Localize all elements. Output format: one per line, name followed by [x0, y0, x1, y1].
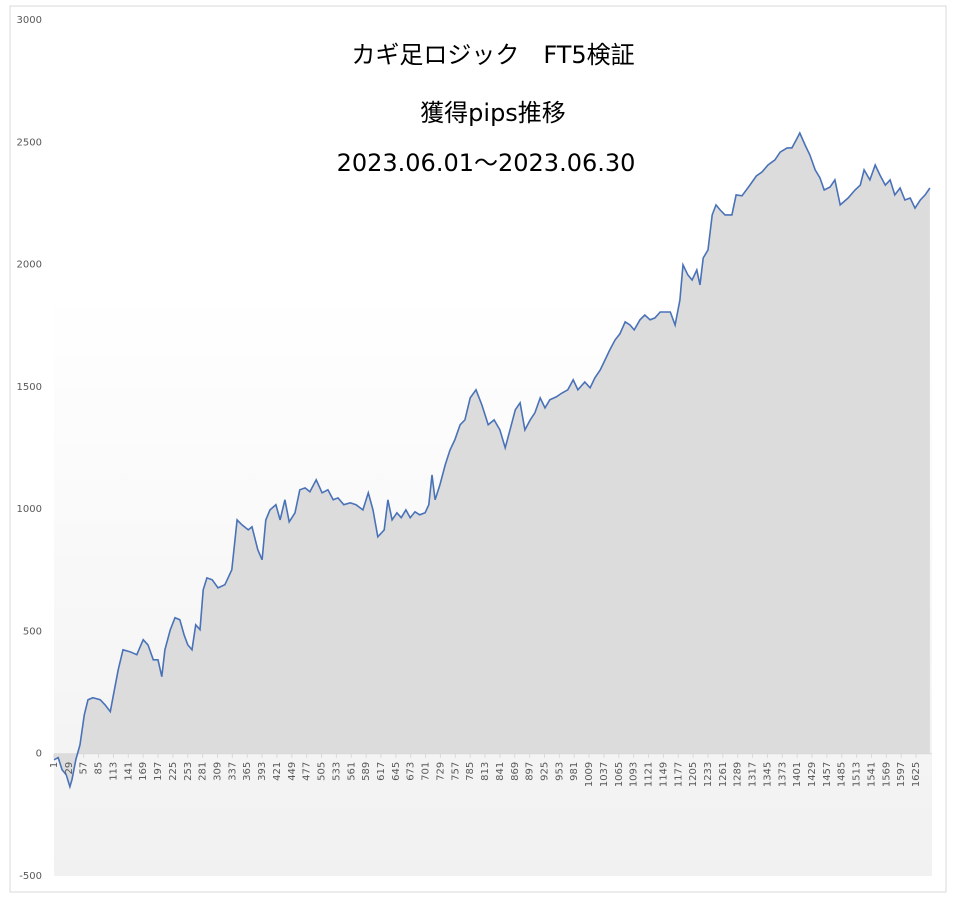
y-tick-label: -500 — [19, 871, 42, 882]
x-tick-label: 841 — [495, 762, 506, 781]
x-tick-label: 225 — [168, 762, 179, 781]
x-tick-label: 1457 — [822, 762, 833, 787]
x-tick-label: 813 — [480, 762, 491, 781]
y-tick-label: 3000 — [17, 15, 42, 26]
x-tick-label: 365 — [242, 762, 253, 781]
x-tick-label: 169 — [138, 762, 149, 781]
x-tick-label: 1541 — [866, 762, 877, 787]
x-tick-label: 1233 — [703, 762, 714, 787]
x-tick-label: 1149 — [658, 762, 669, 787]
x-tick-label: 1401 — [792, 762, 803, 787]
x-tick-label: 253 — [183, 762, 194, 781]
x-tick-label: 533 — [331, 762, 342, 781]
x-tick-label: 281 — [198, 762, 209, 781]
x-tick-label: 1093 — [629, 762, 640, 787]
line — [53, 131, 931, 790]
x-tick-label: 869 — [510, 762, 521, 781]
x-tick-label: 1345 — [762, 762, 773, 787]
chart-period: 2023.06.01～2023.06.30 — [337, 149, 636, 177]
y-tick-label: 2000 — [17, 260, 42, 271]
x-tick-label: 1513 — [852, 762, 863, 787]
x-tick-label: 617 — [376, 762, 387, 781]
x-tick-label: 57 — [79, 762, 90, 775]
x-tick-label: 1121 — [644, 762, 655, 787]
x-tick-label: 925 — [539, 762, 550, 781]
x-tick-label: 309 — [212, 762, 223, 781]
x-tick-label: 1 — [49, 762, 60, 768]
y-tick-label: 2500 — [17, 137, 42, 148]
x-tick-label: 673 — [406, 762, 417, 781]
x-tick-label: 701 — [421, 762, 432, 781]
y-tick-label: 1000 — [17, 504, 42, 515]
x-tick-label: 505 — [317, 762, 328, 781]
x-tick-label: 393 — [257, 762, 268, 781]
x-tick-label: 1065 — [614, 762, 625, 787]
x-tick-label: 141 — [123, 762, 134, 781]
x-tick-label: 981 — [569, 762, 580, 781]
x-tick-label: 197 — [153, 762, 164, 781]
x-tick-label: 757 — [450, 762, 461, 781]
x-tick-label: 85 — [94, 762, 105, 775]
x-tick-label: 1317 — [748, 762, 759, 787]
x-tick-label: 1625 — [911, 762, 922, 787]
x-tick-label: 561 — [346, 762, 357, 781]
area — [54, 133, 930, 787]
x-tick-label: 953 — [554, 762, 565, 781]
x-tick-label: 1373 — [777, 762, 788, 787]
x-tick-label: 1485 — [837, 762, 848, 787]
x-tick-label: 1261 — [718, 762, 729, 787]
y-tick-label: 500 — [23, 626, 42, 637]
x-tick-label: 113 — [108, 762, 119, 781]
x-tick-label: 645 — [391, 762, 402, 781]
x-tick-label: 1569 — [881, 762, 892, 787]
x-tick-label: 477 — [302, 762, 313, 781]
chart-subtitle: 獲得pips推移 — [420, 99, 566, 127]
x-tick-label: 785 — [465, 762, 476, 781]
chart-title: カギ足ロジック FT5検証 — [351, 41, 634, 69]
x-tick-label: 1009 — [584, 762, 595, 787]
x-tick-label: 1429 — [807, 762, 818, 787]
x-tick-label: 449 — [287, 762, 298, 781]
x-tick-label: 1289 — [733, 762, 744, 787]
x-tick-label: 1205 — [688, 762, 699, 787]
x-tick-label: 729 — [435, 762, 446, 781]
x-tick-label: 589 — [361, 762, 372, 781]
x-tick-label: 337 — [227, 762, 238, 781]
x-tick-label: 29 — [64, 762, 75, 775]
y-tick-label: 1500 — [17, 382, 42, 393]
x-tick-label: 421 — [272, 762, 283, 781]
x-tick-label: 897 — [525, 762, 536, 781]
y-tick-label: 0 — [36, 749, 42, 760]
x-tick-label: 1037 — [599, 762, 610, 787]
x-tick-label: 1597 — [896, 762, 907, 787]
x-tick-label: 1177 — [673, 762, 684, 787]
